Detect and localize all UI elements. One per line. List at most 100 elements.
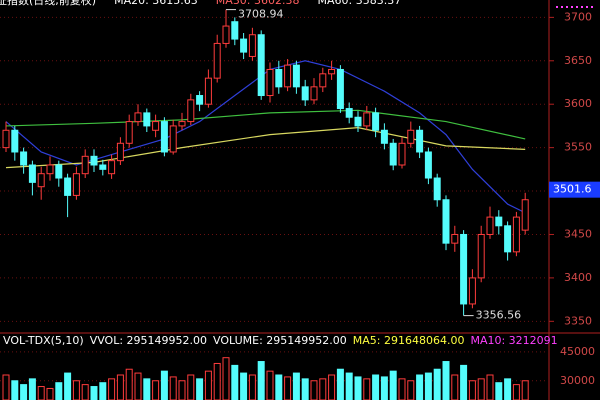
candle-body (160, 121, 168, 153)
volume-bar (512, 384, 520, 400)
volume-bar (231, 364, 239, 400)
volume-bar (433, 368, 441, 400)
candle-body (90, 155, 98, 166)
volume-bar (152, 380, 160, 400)
header-text: MA60: 3583.37 (318, 0, 402, 7)
candle-body (416, 129, 424, 153)
volume-bar (486, 374, 494, 400)
volume-bar (11, 380, 19, 400)
volume-header-text: MA5: 291648064.00 (353, 334, 465, 347)
candle-body (116, 142, 124, 162)
candle-body (187, 99, 195, 123)
candle-body (108, 160, 116, 175)
volume-bar (169, 376, 177, 400)
candle-body (222, 25, 230, 44)
low-label: 3356.56 (476, 309, 521, 322)
volume-tick-label: 30000 (560, 374, 595, 387)
candle-body (11, 129, 19, 153)
volume-bar (310, 380, 318, 400)
candle-body (504, 225, 512, 253)
candle-body (81, 155, 89, 175)
y-tick-label: 3550 (564, 141, 592, 154)
volume-bar (116, 374, 124, 400)
volume-bar (178, 380, 186, 400)
candle-body (134, 112, 142, 123)
volume-bar (222, 357, 230, 400)
candle-body (380, 129, 388, 144)
candle-body (37, 173, 45, 188)
candle-body (284, 64, 292, 88)
volume-bar (451, 374, 459, 400)
volume-bar (292, 372, 300, 400)
header-text: MA20: 3615.63 (114, 0, 198, 7)
candle-body (345, 108, 353, 118)
y-tick-label: 3600 (564, 97, 592, 110)
volume-bar (284, 376, 292, 400)
volume-bar (20, 384, 28, 400)
header-text: 证指数(日线,前复权) (0, 0, 96, 7)
volume-header-text: MA10: 3212091 (470, 334, 557, 347)
candle-body (495, 216, 503, 227)
candle-body (240, 38, 248, 53)
candle-body (266, 68, 274, 97)
y-tick-label: 3350 (564, 314, 592, 327)
volume-bar (90, 386, 98, 400)
candle-body (2, 129, 10, 149)
volume-bar (468, 380, 476, 400)
candle-body (477, 233, 485, 279)
volume-bar (389, 370, 397, 400)
candle-body (28, 164, 36, 183)
candle-body (372, 112, 380, 131)
volume-bar (108, 378, 116, 400)
candle-body (336, 68, 344, 110)
volume-bar (372, 374, 380, 400)
volume-bar (336, 368, 344, 400)
y-tick-label: 3400 (564, 271, 592, 284)
volume-bar (187, 374, 195, 400)
ma-line (5, 109, 526, 140)
volume-bar (460, 364, 468, 400)
volume-bar (134, 372, 142, 400)
candle-body (275, 68, 283, 88)
volume-header-text: VVOL: 295149952.00 (90, 334, 207, 347)
volume-bar (143, 378, 151, 400)
candle-body (486, 216, 494, 235)
volume-bar (81, 384, 89, 400)
volume-bar (240, 372, 248, 400)
y-tick-label: 3650 (564, 54, 592, 67)
candle-body (46, 164, 54, 175)
candle-body (204, 77, 212, 105)
ma-line (5, 60, 526, 214)
volume-bar (354, 376, 362, 400)
volume-bar (380, 376, 388, 400)
volume-bar (319, 378, 327, 400)
candle-body (310, 86, 318, 101)
candle-body (433, 177, 441, 201)
volume-bar (204, 370, 212, 400)
candle-body (64, 177, 72, 196)
candle-body (213, 42, 221, 79)
volume-bar (2, 374, 10, 400)
volume-bar (64, 372, 72, 400)
candle-body (442, 199, 450, 244)
volume-bar (521, 380, 529, 400)
y-tick-label: 3450 (564, 227, 592, 240)
y-tick-label: 3700 (564, 10, 592, 23)
volume-bar (301, 378, 309, 400)
volume-bar (328, 374, 336, 400)
candle-body (99, 164, 107, 170)
volume-bar (196, 378, 204, 400)
volume-bar (275, 374, 283, 400)
candle-body (169, 125, 177, 153)
candle-body (152, 121, 160, 131)
header-text: MA30: 3602.38 (216, 0, 300, 7)
volume-bar (55, 382, 63, 400)
candle-body (125, 121, 133, 144)
candle-body (319, 73, 327, 88)
volume-bar (477, 378, 485, 400)
candle-body (257, 34, 265, 97)
candle-body (407, 129, 415, 144)
candle-body (248, 34, 256, 57)
